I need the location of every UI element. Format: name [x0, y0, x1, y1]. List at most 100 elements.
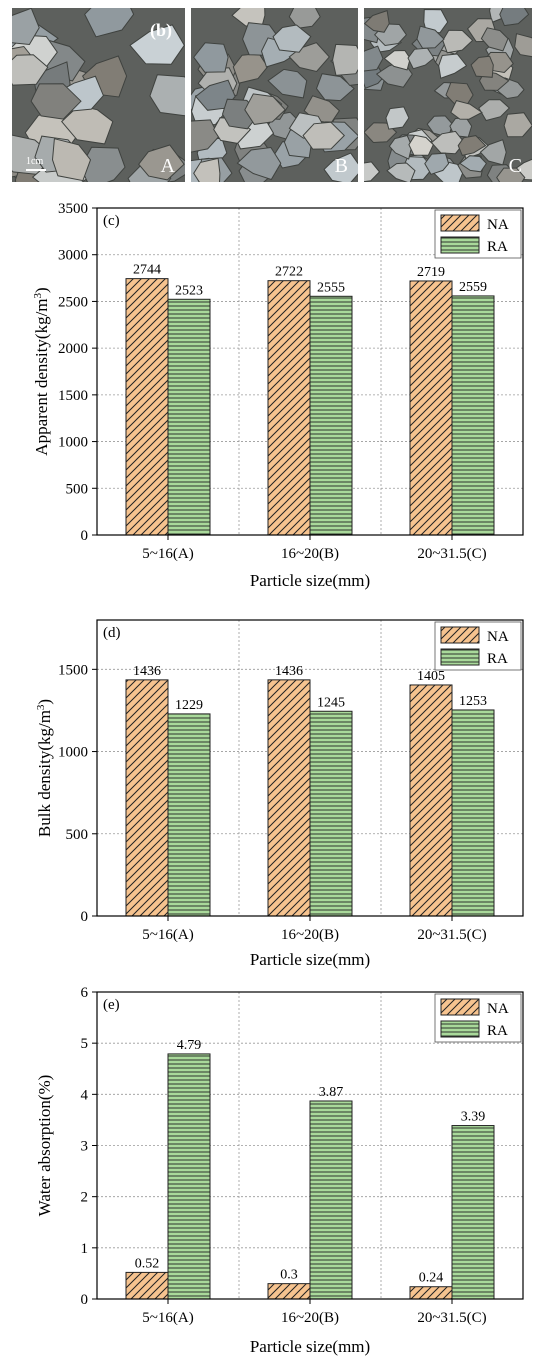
stone [272, 24, 312, 53]
data-label-na: 1436 [275, 664, 303, 679]
plot-frame [96, 619, 524, 917]
stone [416, 25, 445, 49]
stone [480, 27, 509, 52]
stone [385, 106, 410, 130]
data-label-na: 1405 [417, 669, 445, 684]
bar-ra [167, 298, 211, 536]
y-axis-label: Bulk density(kg/m3) [35, 699, 54, 837]
y-tick-label: 1000 [58, 435, 88, 451]
stone [138, 144, 185, 181]
stone [503, 112, 532, 138]
legend-label-ra: RA [487, 239, 508, 255]
legend-swatch-ra [440, 648, 480, 666]
photo-c-stones [364, 8, 532, 182]
stone [191, 119, 220, 153]
y-tick-label: 0 [81, 909, 89, 925]
photo-b-label: B [334, 155, 348, 177]
y-tick-label: 2000 [58, 341, 88, 357]
panel-tag: (e) [103, 997, 120, 1013]
stone [323, 152, 358, 182]
stone [193, 157, 221, 182]
stone [364, 9, 390, 33]
data-label-ra: 2523 [175, 283, 203, 298]
photo-c-label: C [508, 155, 522, 177]
photo-a: (b) 1cm A [12, 8, 185, 182]
y-tick-label: 6 [81, 985, 89, 1001]
data-label-na: 0.3 [280, 1268, 298, 1283]
bar-ra [451, 709, 495, 917]
data-label-ra: 3.39 [461, 1110, 486, 1125]
data-label-ra: 1245 [317, 695, 345, 710]
stone [129, 24, 185, 65]
stone [470, 55, 494, 78]
bar-na [267, 679, 311, 917]
data-label-na: 0.52 [135, 1256, 160, 1271]
x-tick-label: 20~31.5(C) [417, 1310, 486, 1326]
photo-b-stones [191, 8, 358, 182]
stone [244, 93, 286, 125]
data-label-ra: 1253 [459, 694, 487, 709]
stone [12, 54, 49, 86]
panel-tag: (c) [103, 213, 120, 229]
legend-label-ra: RA [487, 1023, 508, 1039]
bar-ra [167, 1053, 211, 1300]
x-tick-label: 16~20(B) [281, 1310, 339, 1326]
y-tick-label: 2500 [58, 294, 88, 310]
scale-bar-label: 1cm [26, 156, 44, 167]
stone [386, 162, 416, 182]
legend-swatch-ra [440, 236, 480, 254]
aggregate-photos: (b) 1cm A B C [12, 8, 532, 182]
stone [450, 100, 483, 120]
y-tick-label: 4 [81, 1087, 89, 1103]
data-label-ra: 3.87 [319, 1085, 344, 1100]
bulk-density-chart: 1436 1229 5~16(A) 1436 1245 16~20(B) 1405 1253 2… [35, 619, 524, 969]
x-tick-label: 16~20(B) [281, 546, 339, 562]
bar-na [267, 280, 311, 536]
stone [193, 42, 229, 73]
stone [302, 121, 346, 150]
data-label-ra: 2555 [317, 280, 345, 295]
stone [267, 68, 308, 99]
legend-label-na: NA [487, 629, 509, 645]
y-tick-label: 3500 [58, 201, 88, 217]
stone [315, 73, 355, 102]
stone [149, 74, 185, 117]
bar-ra [309, 295, 353, 536]
y-tick-label: 2 [81, 1190, 89, 1206]
stone [236, 146, 282, 181]
data-label-na: 2722 [275, 265, 303, 280]
stone [514, 33, 532, 58]
x-axis-label: Particle size(mm) [250, 571, 370, 590]
apparent-density-chart: 2744 2523 5~16(A) 2722 2555 16~20(B) 2719 2559 2… [32, 201, 524, 590]
y-tick-label: 1500 [58, 662, 88, 678]
bar-ra [167, 713, 211, 917]
bar-na [267, 1283, 311, 1300]
legend-label-ra: RA [487, 651, 508, 667]
bar-ra [451, 295, 495, 536]
x-tick-label: 5~16(A) [142, 546, 193, 562]
legend-swatch-na [440, 998, 480, 1016]
bar-ra [309, 710, 353, 917]
y-tick-label: 1 [81, 1241, 89, 1257]
photo-b: B [191, 8, 358, 182]
plot-frame [96, 207, 524, 536]
y-tick-label: 500 [66, 481, 89, 497]
photo-a-stones [12, 8, 185, 182]
stone [51, 138, 92, 182]
legend-label-na: NA [487, 217, 509, 233]
legend-swatch-ra [440, 1020, 480, 1038]
photo-c: C [364, 8, 532, 182]
stone [84, 8, 135, 38]
stone [364, 161, 381, 182]
y-tick-label: 0 [81, 528, 89, 544]
stone [499, 8, 530, 27]
bar-na [125, 1271, 169, 1300]
stone [478, 99, 511, 122]
stone [408, 134, 434, 156]
stone [61, 105, 114, 145]
y-axis-label: Water absorption(%) [35, 1075, 54, 1217]
data-label-na: 2744 [133, 263, 161, 278]
stone [424, 152, 450, 175]
x-axis-label: Particle size(mm) [250, 950, 370, 969]
scale-bar-line [26, 169, 46, 171]
